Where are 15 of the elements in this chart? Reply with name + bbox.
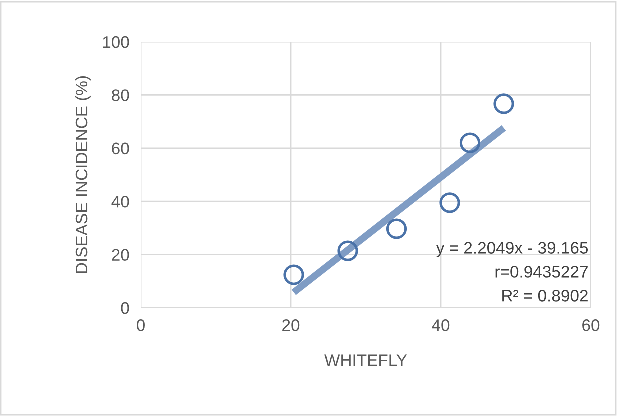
annotation: R² = 0.8902	[502, 290, 588, 302]
y-tick-label: 100	[103, 36, 130, 48]
y-tick-label: 80	[112, 90, 130, 102]
y-tick-label: 20	[112, 249, 130, 262]
x-tick-label: 40	[432, 320, 450, 332]
y-axis-title: DISEASE INCIDENCE (%)	[75, 76, 91, 274]
annotation: r=0.9435227	[496, 266, 588, 278]
x-tick-label: 20	[282, 320, 300, 332]
y-tick-label: 60	[112, 142, 130, 155]
y-tick-label: 0	[121, 302, 130, 314]
x-tick-label: 0	[137, 320, 145, 332]
x-tick-label: 60	[582, 320, 600, 332]
annotation: y = 2.2049x - 39.165	[436, 242, 588, 258]
x-axis-title: WHITEFLY	[324, 354, 408, 366]
y-tick-label: 40	[112, 196, 130, 208]
